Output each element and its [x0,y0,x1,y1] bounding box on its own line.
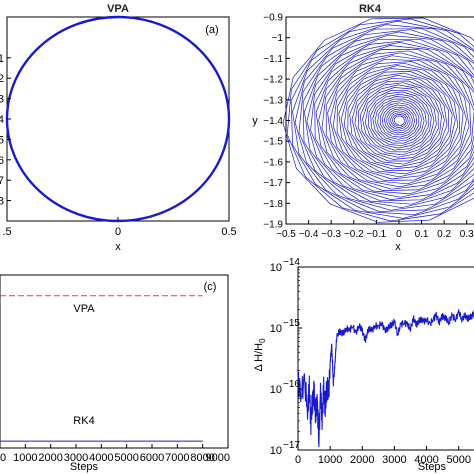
panel-d-x-tick-label: 1000 [318,454,342,466]
panel-c-x-tick-label: 9000 [206,452,230,464]
panel-c-frame [0,274,229,449]
panel-b-title: RK4 [359,3,382,15]
panel-c-label-box [196,278,224,294]
panel-a-label-box [199,21,225,37]
panel-b-x-tick-label: −0.4 [299,229,319,240]
panel-b-ylabel: y [252,115,258,127]
panel-d-frame [297,266,474,451]
panel-d-energy-error-line [297,309,474,448]
panel-d-ylabel-main: Δ H/H [253,343,265,372]
panel-d-y-tick-base: 10 [270,262,282,274]
panel-a-y-tick-label: 6 [0,155,4,167]
panel-c-x-tick-label: 6000 [140,452,164,464]
panel-d-x-ticks: 0 1000 2000 3000 4000 5000 [295,446,471,466]
panel-d-xlabel: Steps [418,461,447,473]
panel-b-y-tick-label: −1.1 [263,54,283,65]
panel-a-x-tick-label: 0.5 [221,226,236,238]
panel-a-xlabel: x [115,241,121,253]
panel-d-x-tick-label: 3000 [382,454,406,466]
panel-d-y-tick-exponent: −14 [283,257,300,268]
panel-b-y-tick-label: −1 [272,33,284,44]
panel-d-y-tick-label: 10 [270,323,282,335]
panel-d-y-tick-exponent: −15 [283,318,300,329]
panel-a-y-tick-label: 5 [0,134,4,146]
panel-b-x-tick-label: 0.2 [437,229,451,240]
panel-b-y-tick-label: −1.5 [263,137,283,148]
panel-d-ylabel-sub: 0 [258,338,267,343]
panel-c-series-label-rk4: RK4 [73,415,94,427]
panel-b-rk4-trajectory [282,17,474,223]
panel-b-x-tick-label: −0.3 [321,229,341,240]
panel-b-y-tick-label: −1.4 [263,116,283,127]
panel-d-x-tick-label: 5000 [446,454,470,466]
panel-b-y-tick-label: −0.9 [263,13,283,24]
panel-d-y-tick-base: 10 [270,384,282,396]
panel-b-x-ticks: −0.5 −0.4 −0.3 −0.2 −0.1 0 0.1 0.2 0.3 [276,220,474,240]
panel-d-x-tick-label: 4000 [414,454,438,466]
panel-c-x-tick-label: 1000 [13,452,37,464]
panel-c-x-tick-label: 4000 [89,452,113,464]
panel-a-y-tick-label: 3 [0,94,4,106]
panel-c-label: (c) [204,281,217,293]
panel-d-y-tick-label: 10 [270,262,282,274]
panel-b-x-tick-label: −0.5 [276,229,296,240]
panel-c-x-tick-label: 0 [0,452,6,464]
panel-a-circle-trajectory [5,15,231,223]
panel-a-title: VPA [107,3,129,15]
panel-a-y-tick-label: 2 [0,73,4,85]
panel-a-plot-area [5,15,231,223]
panel-d-x-tick-label: 2000 [350,454,374,466]
panel-c-series-label-vpa: VPA [73,303,95,315]
panel-a-y-tick-label: 7 [0,175,4,187]
panel-b-y-tick-label: −1.8 [263,199,283,210]
panel-d-y-tick-label: 10 [270,384,282,396]
panel-b-y-tick-label: −1.7 [263,178,283,189]
panel-c-x-tick-label: 2000 [38,452,62,464]
panel-b-x-tick-label: 0.1 [415,229,429,240]
panel-b: RK4 −0.5 −0.4 −0.3 −0.2 −0.1 0 0.1 0.2 0.3 −0.9−… [252,3,474,253]
panel-d-y-tick-label: 10 [270,445,282,457]
panel-c-x-tick-label: 7000 [165,452,189,464]
panel-d-y-tick-exponent: −16 [283,379,300,390]
panel-a-y-tick-label: 1 [0,53,4,65]
panel-b-y-tick-label: −1.9 [263,220,283,231]
panel-c-x-tick-label: 8000 [190,452,214,464]
panel-b-x-tick-label: −0.1 [366,229,386,240]
panel-d-y-tick-base: 10 [270,323,282,335]
panel-b-y-ticks: −0.9 −1 −1.1 −1.2 −1.3 −1.4 −1.5 −1.6 −1.7 −1.8 −1… [263,13,290,231]
panel-c-x-tick-label: 5000 [114,452,138,464]
panel-a-y-tick-label: 8 [0,196,4,208]
panel-b-x-tick-label: 0.3 [460,229,474,240]
panel-b-y-tick-label: −1.3 [263,95,283,106]
panel-d-x-tick-label: 0 [295,454,301,466]
panel-a-x-ticks: .5 0 0.5 [2,217,237,238]
panel-b-x-tick-label: −0.2 [344,229,364,240]
panel-d-y-tick-exponent: −17 [283,440,300,451]
panel-a-x-tick-label: .5 [2,226,11,238]
panel-d-plot-area [297,309,474,448]
panel-a-y-ticks: 1 2 3 4 5 6 7 8 [0,53,11,208]
panel-d-y-tick-base: 10 [270,445,282,457]
panel-b-x-tick-label: 0 [396,229,402,240]
panel-a-y-tick-label: 4 [0,114,4,126]
panel-d-ylabel: Δ H/H0 [253,338,267,372]
panel-b-y-tick-label: −1.2 [263,75,283,86]
panel-a: VPA .5 0 0.5 1 2 3 4 5 6 7 8 (a) x [0,3,237,253]
panel-b-xlabel: x [395,241,401,253]
panel-a-x-tick-label: 0 [115,226,121,238]
panel-c-xlabel: Steps [70,461,99,473]
panel-a-label: (a) [205,24,218,36]
panel-c-x-tick-label: 3000 [64,452,88,464]
panel-b-y-tick-label: −1.6 [263,157,283,168]
panel-b-plot-area [282,17,474,223]
panel-c-plot-area [0,295,203,442]
